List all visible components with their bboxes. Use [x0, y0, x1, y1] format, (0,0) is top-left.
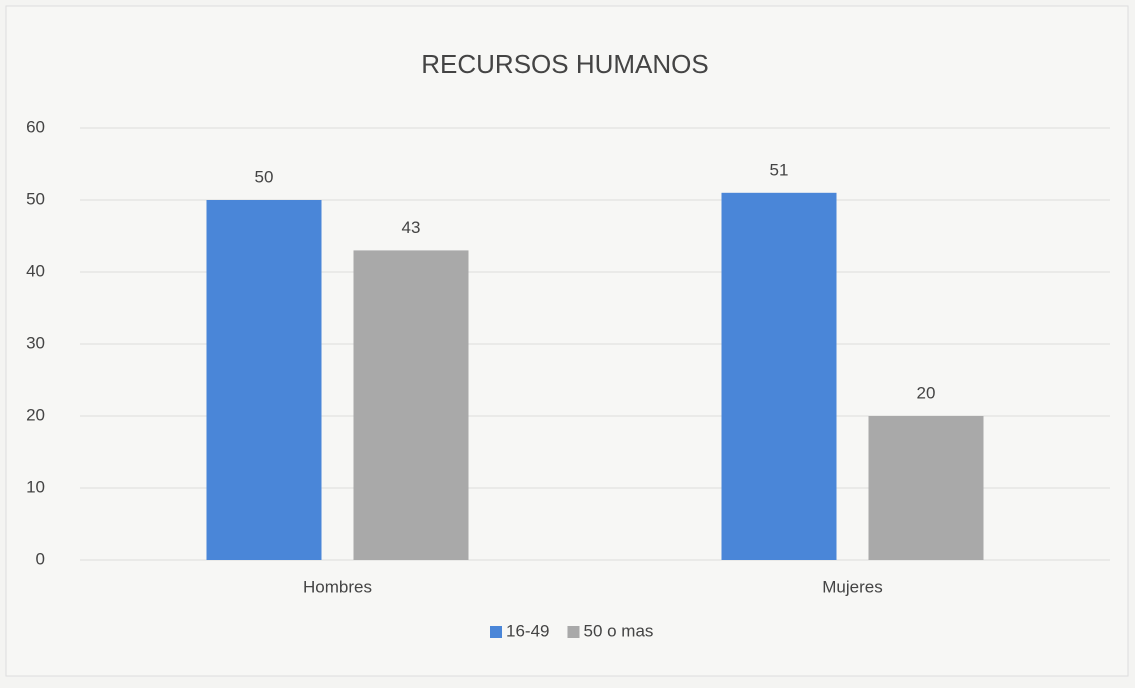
data-label: 50	[255, 167, 274, 186]
y-tick-label: 0	[36, 549, 45, 568]
legend-label: 16-49	[506, 621, 549, 640]
y-tick-label: 20	[26, 405, 45, 424]
y-tick-label: 40	[26, 261, 45, 280]
chart-frame	[5, 5, 1129, 677]
data-label: 43	[402, 218, 421, 237]
legend-swatch	[490, 626, 502, 638]
y-tick-label: 60	[26, 117, 45, 136]
bar	[721, 192, 837, 561]
data-label: 51	[770, 160, 789, 179]
x-tick-label: Mujeres	[822, 577, 882, 596]
legend-label: 50 o mas	[583, 621, 653, 640]
chart-title: RECURSOS HUMANOS	[421, 49, 708, 79]
y-tick-label: 30	[26, 333, 45, 352]
data-label: 20	[917, 383, 936, 402]
legend-swatch	[567, 626, 580, 638]
y-tick-label: 10	[26, 477, 45, 496]
bar	[868, 416, 984, 560]
bar	[206, 200, 322, 560]
y-tick-label: 50	[26, 189, 45, 208]
bar	[353, 250, 469, 560]
x-tick-label: Hombres	[303, 577, 372, 596]
